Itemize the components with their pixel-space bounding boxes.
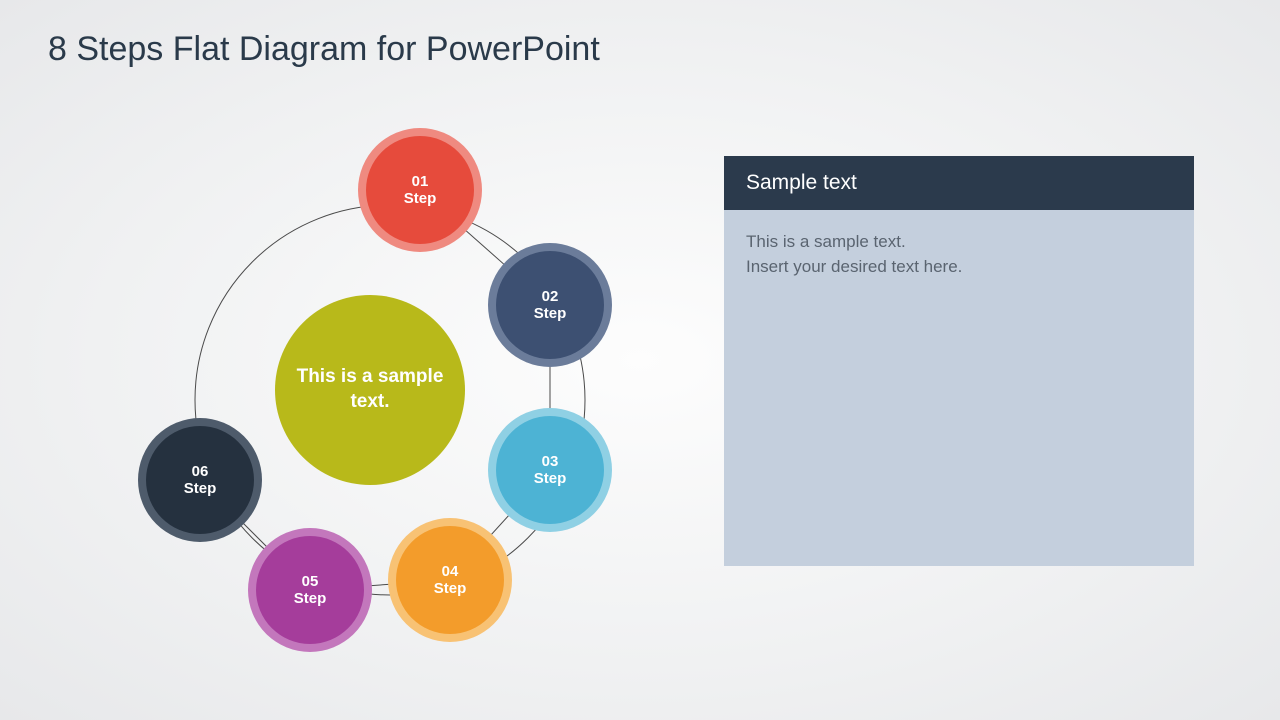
step-node-06: 06Step	[138, 418, 262, 542]
step-number: 03	[542, 453, 559, 470]
step-node-01: 01Step	[358, 128, 482, 252]
step-label: Step	[294, 590, 327, 607]
step-number: 05	[302, 573, 319, 590]
step-number: 02	[542, 288, 559, 305]
step-node-04: 04Step	[388, 518, 512, 642]
step-label: Step	[434, 580, 467, 597]
step-number: 06	[192, 463, 209, 480]
step-node-05: 05Step	[248, 528, 372, 652]
panel-body: This is a sample text. Insert your desir…	[724, 210, 1194, 566]
slide-title: 8 Steps Flat Diagram for PowerPoint	[48, 30, 600, 69]
step-number: 04	[442, 563, 459, 580]
steps-diagram: This is a sample text.01Step02Step03Step…	[130, 110, 650, 670]
step-label: Step	[534, 470, 567, 487]
step-number: 01	[412, 173, 429, 190]
step-label: Step	[534, 305, 567, 322]
text-panel: Sample text This is a sample text. Inser…	[724, 156, 1194, 566]
center-circle: This is a sample text.	[275, 295, 465, 485]
step-label: Step	[404, 190, 437, 207]
panel-header: Sample text	[724, 156, 1194, 210]
step-node-03: 03Step	[488, 408, 612, 532]
step-node-02: 02Step	[488, 243, 612, 367]
step-label: Step	[184, 480, 217, 497]
